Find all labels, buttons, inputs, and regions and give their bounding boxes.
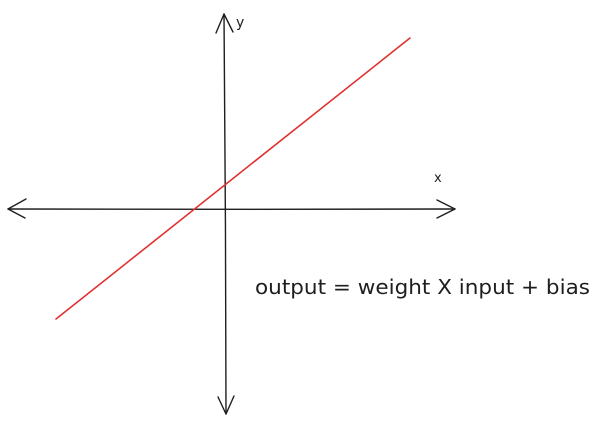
y-axis bbox=[215, 13, 235, 415]
y-axis-top-arrowhead bbox=[215, 13, 234, 34]
equation-label: output = weight X input + bias bbox=[255, 275, 590, 299]
linear-function-line bbox=[55, 37, 411, 320]
x-axis bbox=[7, 198, 456, 219]
x-axis-label: x bbox=[434, 171, 442, 186]
y-axis-label: y bbox=[236, 15, 244, 31]
y-axis-bottom-arrowhead bbox=[217, 395, 235, 415]
x-axis-left-arrowhead bbox=[7, 198, 27, 219]
x-axis-right-arrowhead bbox=[436, 199, 456, 219]
y-axis-line bbox=[223, 13, 227, 415]
